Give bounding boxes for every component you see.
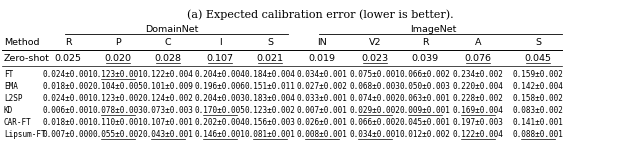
Text: 0.122±0.004: 0.122±0.004 xyxy=(452,130,504,139)
Text: 0.074±0.002: 0.074±0.002 xyxy=(349,94,401,103)
Text: 0.104±0.005: 0.104±0.005 xyxy=(93,82,143,91)
Text: 0.025: 0.025 xyxy=(54,54,81,63)
Text: R: R xyxy=(65,38,71,47)
Text: 0.018±0.001: 0.018±0.001 xyxy=(43,118,93,127)
Text: 0.063±0.001: 0.063±0.001 xyxy=(399,94,451,103)
Text: 0.029±0.002: 0.029±0.002 xyxy=(349,106,401,115)
Text: EMA: EMA xyxy=(4,82,18,91)
Text: ImageNet: ImageNet xyxy=(410,25,456,34)
Text: 0.026±0.001: 0.026±0.001 xyxy=(296,118,348,127)
Text: S: S xyxy=(535,38,541,47)
Text: 0.076: 0.076 xyxy=(465,54,492,63)
Text: 0.012±0.002: 0.012±0.002 xyxy=(399,130,451,139)
Text: 0.023: 0.023 xyxy=(362,54,388,63)
Text: 0.107±0.001: 0.107±0.001 xyxy=(143,118,193,127)
Text: 0.141±0.001: 0.141±0.001 xyxy=(513,118,563,127)
Text: 0.196±0.006: 0.196±0.006 xyxy=(195,82,245,91)
Text: 0.081±0.001: 0.081±0.001 xyxy=(244,130,296,139)
Text: 0.146±0.001: 0.146±0.001 xyxy=(195,130,245,139)
Text: 0.033±0.001: 0.033±0.001 xyxy=(296,94,348,103)
Text: 0.075±0.001: 0.075±0.001 xyxy=(349,70,401,79)
Text: 0.169±0.004: 0.169±0.004 xyxy=(452,106,504,115)
Text: KD: KD xyxy=(4,106,13,115)
Text: 0.066±0.002: 0.066±0.002 xyxy=(399,70,451,79)
Text: 0.123±0.002: 0.123±0.002 xyxy=(244,106,296,115)
Text: 0.183±0.004: 0.183±0.004 xyxy=(244,94,296,103)
Text: 0.228±0.002: 0.228±0.002 xyxy=(452,94,504,103)
Text: 0.055±0.002: 0.055±0.002 xyxy=(93,130,143,139)
Text: Lipsum-FT: Lipsum-FT xyxy=(4,130,45,139)
Text: Zero-shot: Zero-shot xyxy=(4,54,50,63)
Text: 0.158±0.002: 0.158±0.002 xyxy=(513,94,563,103)
Text: 0.220±0.004: 0.220±0.004 xyxy=(452,82,504,91)
Text: V2: V2 xyxy=(369,38,381,47)
Text: C: C xyxy=(164,38,172,47)
Text: P: P xyxy=(115,38,121,47)
Text: 0.122±0.004: 0.122±0.004 xyxy=(143,70,193,79)
Text: 0.110±0.001: 0.110±0.001 xyxy=(93,118,143,127)
Text: 0.088±0.001: 0.088±0.001 xyxy=(513,130,563,139)
Text: FT: FT xyxy=(4,70,13,79)
Text: 0.151±0.011: 0.151±0.011 xyxy=(244,82,296,91)
Text: 0.078±0.003: 0.078±0.003 xyxy=(93,106,143,115)
Text: S: S xyxy=(267,38,273,47)
Text: 0.083±0.002: 0.083±0.002 xyxy=(513,106,563,115)
Text: A: A xyxy=(475,38,481,47)
Text: 0.024±0.001: 0.024±0.001 xyxy=(43,94,93,103)
Text: 0.101±0.009: 0.101±0.009 xyxy=(143,82,193,91)
Text: 0.159±0.002: 0.159±0.002 xyxy=(513,70,563,79)
Text: 0.050±0.003: 0.050±0.003 xyxy=(399,82,451,91)
Text: 0.066±0.002: 0.066±0.002 xyxy=(349,118,401,127)
Text: 0.045±0.001: 0.045±0.001 xyxy=(399,118,451,127)
Text: 0.234±0.002: 0.234±0.002 xyxy=(452,70,504,79)
Text: 0.006±0.001: 0.006±0.001 xyxy=(43,106,93,115)
Text: CAR-FT: CAR-FT xyxy=(4,118,32,127)
Text: 0.197±0.003: 0.197±0.003 xyxy=(452,118,504,127)
Text: 0.045: 0.045 xyxy=(525,54,552,63)
Text: 0.142±0.004: 0.142±0.004 xyxy=(513,82,563,91)
Text: DomainNet: DomainNet xyxy=(145,25,199,34)
Text: IN: IN xyxy=(317,38,327,47)
Text: 0.039: 0.039 xyxy=(412,54,438,63)
Text: 0.034±0.001: 0.034±0.001 xyxy=(349,130,401,139)
Text: 0.124±0.002: 0.124±0.002 xyxy=(143,94,193,103)
Text: 0.123±0.002: 0.123±0.002 xyxy=(93,94,143,103)
Text: 0.202±0.004: 0.202±0.004 xyxy=(195,118,245,127)
Text: (a) Expected calibration error (lower is better).: (a) Expected calibration error (lower is… xyxy=(187,9,453,20)
Text: 0.043±0.001: 0.043±0.001 xyxy=(143,130,193,139)
Text: 0.204±0.004: 0.204±0.004 xyxy=(195,70,245,79)
Text: 0.024±0.001: 0.024±0.001 xyxy=(43,70,93,79)
Text: 0.019: 0.019 xyxy=(308,54,335,63)
Text: L2SP: L2SP xyxy=(4,94,22,103)
Text: 0.018±0.002: 0.018±0.002 xyxy=(43,82,93,91)
Text: 0.170±0.005: 0.170±0.005 xyxy=(195,106,245,115)
Text: 0.007±0.000: 0.007±0.000 xyxy=(43,130,93,139)
Text: 0.204±0.003: 0.204±0.003 xyxy=(195,94,245,103)
Text: 0.007±0.001: 0.007±0.001 xyxy=(296,106,348,115)
Text: I: I xyxy=(219,38,221,47)
Text: 0.034±0.001: 0.034±0.001 xyxy=(296,70,348,79)
Text: 0.068±0.003: 0.068±0.003 xyxy=(349,82,401,91)
Text: 0.184±0.004: 0.184±0.004 xyxy=(244,70,296,79)
Text: 0.008±0.001: 0.008±0.001 xyxy=(296,130,348,139)
Text: 0.123±0.001: 0.123±0.001 xyxy=(93,70,143,79)
Text: 0.009±0.001: 0.009±0.001 xyxy=(399,106,451,115)
Text: 0.107: 0.107 xyxy=(207,54,234,63)
Text: 0.027±0.002: 0.027±0.002 xyxy=(296,82,348,91)
Text: 0.156±0.003: 0.156±0.003 xyxy=(244,118,296,127)
Text: 0.020: 0.020 xyxy=(104,54,131,63)
Text: 0.073±0.003: 0.073±0.003 xyxy=(143,106,193,115)
Text: R: R xyxy=(422,38,428,47)
Text: Method: Method xyxy=(4,38,40,47)
Text: 0.028: 0.028 xyxy=(154,54,182,63)
Text: 0.021: 0.021 xyxy=(257,54,284,63)
